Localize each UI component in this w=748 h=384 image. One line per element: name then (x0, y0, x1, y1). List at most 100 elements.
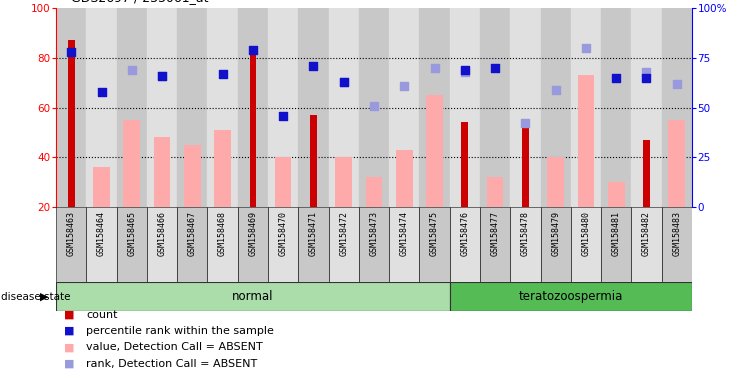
Text: GSM158466: GSM158466 (158, 211, 167, 256)
Bar (462, 122, 468, 207)
Bar (123, 120, 140, 207)
Bar (643, 140, 650, 207)
Point (278, 113, 289, 119)
Point (671, 81, 683, 87)
Bar (56, 282, 450, 311)
Text: GSM158464: GSM158464 (97, 211, 106, 256)
Bar (250, 50, 257, 207)
Bar (548, 157, 564, 207)
Bar (608, 182, 625, 207)
Point (519, 121, 531, 127)
Bar (601, 8, 631, 207)
Bar (147, 207, 177, 282)
Text: GSM158477: GSM158477 (491, 211, 500, 256)
Bar (389, 207, 420, 282)
Point (217, 71, 229, 77)
Bar (420, 207, 450, 282)
Bar (68, 40, 75, 207)
Text: count: count (86, 310, 117, 320)
Point (459, 66, 470, 73)
Point (338, 78, 350, 84)
Text: GSM158463: GSM158463 (67, 211, 76, 256)
Point (307, 63, 319, 69)
Text: GSM158474: GSM158474 (399, 211, 408, 256)
Point (610, 74, 622, 81)
Text: ■: ■ (64, 342, 74, 352)
Bar (86, 8, 117, 207)
Bar (396, 150, 413, 207)
Text: percentile rank within the sample: percentile rank within the sample (86, 326, 274, 336)
Bar (669, 120, 685, 207)
Point (580, 45, 592, 51)
Bar (631, 207, 662, 282)
Bar (56, 207, 86, 282)
Bar (298, 207, 328, 282)
Point (247, 46, 259, 53)
Bar (214, 130, 231, 207)
Bar (389, 8, 420, 207)
Point (96, 88, 108, 94)
Point (156, 73, 168, 79)
Bar (328, 8, 359, 207)
Text: GSM158468: GSM158468 (218, 211, 227, 256)
Point (368, 103, 380, 109)
Bar (450, 8, 480, 207)
Text: value, Detection Call = ABSENT: value, Detection Call = ABSENT (86, 342, 263, 352)
Point (65, 48, 77, 55)
Text: GSM158471: GSM158471 (309, 211, 318, 256)
Bar (184, 145, 200, 207)
Text: GSM158482: GSM158482 (642, 211, 651, 256)
Bar (487, 177, 503, 207)
Bar (426, 95, 443, 207)
Bar (238, 207, 268, 282)
Bar (359, 8, 389, 207)
Point (550, 86, 562, 93)
Bar (328, 207, 359, 282)
Bar (359, 207, 389, 282)
Bar (268, 8, 298, 207)
Text: GSM158465: GSM158465 (127, 211, 136, 256)
Bar (86, 207, 117, 282)
Bar (177, 207, 207, 282)
Point (489, 65, 501, 71)
Bar (310, 115, 316, 207)
Point (429, 65, 441, 71)
Point (156, 73, 168, 79)
Bar (510, 207, 541, 282)
Bar (238, 8, 268, 207)
Text: normal: normal (232, 290, 274, 303)
Bar (268, 207, 298, 282)
Text: GSM158476: GSM158476 (460, 211, 469, 256)
Text: GSM158467: GSM158467 (188, 211, 197, 256)
Text: ■: ■ (64, 326, 74, 336)
Bar (94, 167, 110, 207)
Bar (480, 207, 510, 282)
Point (640, 74, 652, 81)
Bar (662, 8, 692, 207)
Text: GSM158469: GSM158469 (248, 211, 257, 256)
Bar (631, 8, 662, 207)
Bar (207, 8, 238, 207)
Point (459, 68, 470, 74)
Bar (541, 8, 571, 207)
Text: disease state: disease state (1, 291, 70, 302)
Text: rank, Detection Call = ABSENT: rank, Detection Call = ABSENT (86, 359, 257, 369)
Bar (154, 137, 171, 207)
Bar (366, 177, 382, 207)
Text: GSM158481: GSM158481 (612, 211, 621, 256)
Text: GSM158475: GSM158475 (430, 211, 439, 256)
Point (640, 68, 652, 74)
Bar (298, 8, 328, 207)
Bar (662, 207, 692, 282)
Bar (420, 8, 450, 207)
Text: GDS2697 / 233061_at: GDS2697 / 233061_at (71, 0, 209, 4)
Text: ▶: ▶ (40, 291, 49, 302)
Text: ■: ■ (64, 310, 74, 320)
Text: GSM158479: GSM158479 (551, 211, 560, 256)
Bar (522, 127, 529, 207)
Bar (541, 207, 571, 282)
Point (398, 83, 410, 89)
Bar (577, 75, 594, 207)
Point (338, 78, 350, 84)
Bar (147, 8, 177, 207)
